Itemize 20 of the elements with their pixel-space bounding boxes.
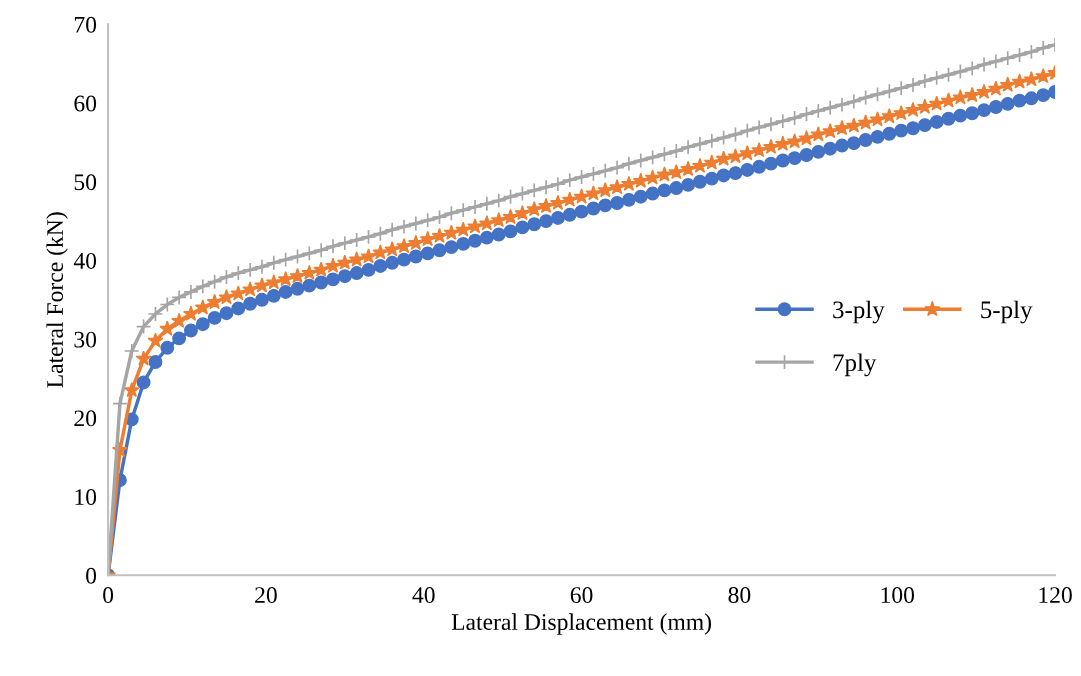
x-tick-label: 40: [412, 587, 435, 603]
y-tick-label: 60: [74, 95, 97, 112]
y-tick-label: 20: [74, 410, 97, 427]
y-tick-label: 50: [74, 174, 97, 191]
y-axis-title: Lateral Force (kN): [46, 212, 68, 388]
x-tick-label: 100: [881, 587, 915, 603]
x-tick-label: 20: [255, 587, 277, 603]
x-tick-label: 120: [1039, 587, 1072, 603]
y-tick-label: 40: [73, 252, 97, 269]
legend-label: 3-ply: [833, 300, 885, 324]
y-tick-label: 0: [86, 567, 97, 584]
legend-label: 5-ply: [981, 300, 1033, 324]
y-tick-label: 70: [74, 16, 97, 33]
y-tick-label: 10: [75, 489, 97, 505]
x-tick-label: 80: [728, 587, 751, 603]
x-tick-label: 60: [570, 587, 593, 603]
x-tick-label: 0: [103, 587, 114, 603]
legend-label: 7ply: [833, 353, 877, 377]
y-tick-label: 30: [74, 331, 97, 348]
x-axis-title: Lateral Displacement (mm): [451, 613, 711, 635]
